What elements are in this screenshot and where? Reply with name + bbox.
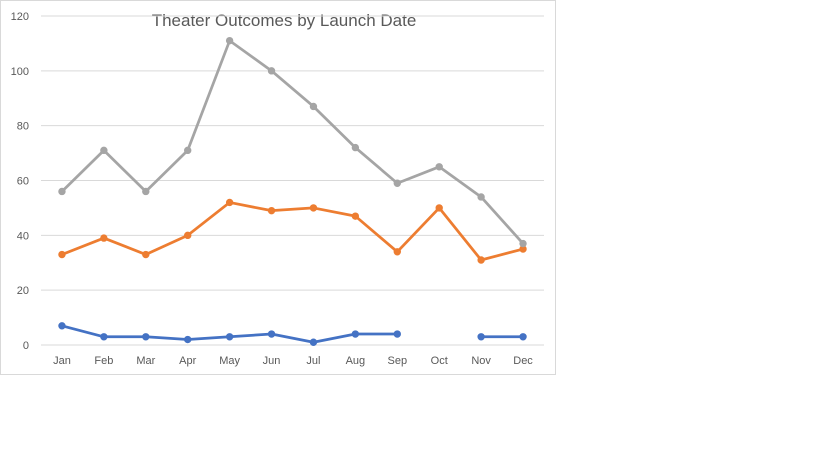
data-point	[225, 333, 234, 341]
y-tick-label: 100	[11, 66, 29, 78]
series-lines	[58, 36, 527, 346]
data-point	[58, 250, 66, 259]
data-point	[309, 338, 318, 346]
series-1	[58, 322, 527, 346]
series-3	[58, 36, 527, 248]
data-point	[100, 146, 108, 155]
data-point	[142, 333, 150, 341]
data-point	[309, 204, 318, 212]
line-chart: Theater Outcomes by Launch Date 0 20 40 60 8…	[11, 11, 544, 367]
x-tick-label: Nov	[471, 355, 491, 367]
x-axis-ticks: Jan Feb Mar Apr May Jun Jul Aug Sep Oct Nov Dec	[53, 355, 533, 367]
series-line	[60, 39, 525, 245]
y-tick-label: 80	[17, 121, 29, 133]
data-point	[100, 333, 108, 341]
x-tick-label: Oct	[431, 355, 448, 367]
data-point	[435, 163, 443, 171]
x-tick-label: Aug	[346, 355, 366, 367]
data-point	[184, 335, 192, 344]
chart-area: Theater Outcomes by Launch Date 0 20 40 60 8…	[0, 0, 556, 375]
y-tick-label: 40	[17, 230, 29, 242]
data-point	[225, 36, 234, 45]
data-point	[100, 234, 108, 242]
data-point	[184, 146, 192, 155]
x-tick-label: Jul	[306, 355, 320, 367]
x-tick-label: Mar	[136, 355, 155, 367]
data-point	[58, 322, 66, 330]
data-point	[477, 256, 485, 264]
x-tick-label: Jan	[53, 355, 71, 367]
data-point	[225, 198, 234, 207]
x-tick-label: Apr	[179, 355, 196, 367]
data-point	[393, 330, 401, 338]
series-2	[58, 198, 527, 264]
data-point	[267, 330, 276, 338]
data-point	[477, 333, 485, 341]
x-tick-label: Jun	[263, 355, 281, 367]
x-tick-label: May	[219, 355, 240, 367]
data-point	[519, 333, 527, 341]
data-point	[351, 212, 360, 220]
y-tick-label: 60	[17, 176, 29, 188]
data-point	[477, 193, 485, 201]
x-tick-label: Dec	[513, 355, 533, 367]
data-point	[184, 231, 192, 240]
data-point	[309, 102, 318, 111]
y-tick-label: 120	[11, 11, 29, 23]
chart-title: Theater Outcomes by Launch Date	[152, 11, 417, 30]
gridlines	[41, 15, 544, 346]
data-point	[267, 206, 276, 215]
series-line	[60, 201, 525, 262]
data-point	[393, 179, 401, 187]
x-tick-label: Sep	[388, 355, 408, 367]
data-point	[393, 248, 401, 256]
x-tick-label: Feb	[94, 355, 113, 367]
data-point	[351, 143, 360, 152]
data-point	[519, 239, 527, 248]
data-point	[351, 330, 360, 338]
y-axis-ticks: 0 20 40 60 80 100 120	[11, 11, 29, 352]
data-point	[58, 187, 66, 196]
data-point	[435, 204, 443, 212]
data-point	[142, 187, 150, 196]
y-tick-label: 0	[23, 340, 29, 352]
data-point	[267, 67, 276, 75]
data-point	[142, 250, 150, 259]
y-tick-label: 20	[17, 285, 29, 297]
series-line	[60, 324, 525, 344]
